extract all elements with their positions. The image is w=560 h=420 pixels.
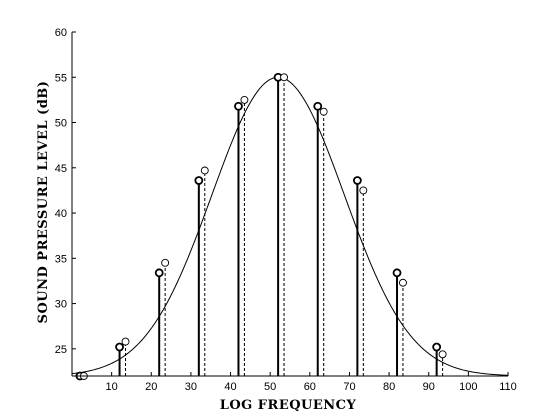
bold-circle-marker bbox=[352, 176, 362, 185]
x-tick-label: 110 bbox=[499, 381, 517, 393]
x-tick-label: 90 bbox=[423, 381, 435, 393]
bold-circle-marker bbox=[313, 101, 323, 111]
y-axis-label: SOUND PRESSURE LEVEL (dB) bbox=[36, 81, 51, 324]
open-circle-marker bbox=[200, 166, 209, 175]
x-tick-label: 30 bbox=[185, 381, 197, 393]
y-tick-label: 25 bbox=[55, 344, 67, 356]
open-circle-marker bbox=[438, 350, 447, 359]
x-axis-label: LOG FREQUENCY bbox=[220, 398, 357, 413]
y-tick-label: 40 bbox=[55, 208, 67, 220]
bold-circle-marker bbox=[194, 176, 204, 185]
open-circle-marker bbox=[240, 95, 249, 104]
open-circle-marker bbox=[319, 107, 328, 116]
x-tick-label: 70 bbox=[343, 381, 355, 393]
x-tick-label: 40 bbox=[224, 381, 236, 393]
y-tick-label: 35 bbox=[55, 253, 67, 265]
curve-layer bbox=[71, 76, 509, 376]
open-circle-marker bbox=[121, 337, 130, 346]
x-tick-label: 10 bbox=[106, 381, 118, 393]
bold-circle-marker bbox=[432, 342, 442, 352]
bold-circle-marker bbox=[392, 268, 402, 278]
x-tick-label: 100 bbox=[459, 381, 477, 393]
open-circle-marker bbox=[280, 73, 289, 82]
y-tick-label: 55 bbox=[55, 72, 67, 84]
axes-layer: 10 20 30 40 50 60 70 80 90 100 110 25 30 35 40 45 50 55 60 bbox=[55, 27, 517, 393]
open-circle-marker bbox=[399, 278, 407, 287]
x-tick-label: 60 bbox=[304, 381, 316, 393]
x-tick-label: 80 bbox=[383, 381, 395, 393]
y-tick-label: 45 bbox=[55, 163, 67, 175]
open-circle-marker bbox=[359, 186, 368, 195]
bell-curve-line bbox=[71, 76, 509, 376]
bold-circle-marker bbox=[115, 342, 124, 352]
y-tick-label: 30 bbox=[55, 299, 67, 311]
stems-layer bbox=[118, 77, 444, 376]
x-tick-label: 50 bbox=[264, 381, 276, 393]
markers-layer bbox=[75, 72, 447, 381]
open-circle-marker bbox=[161, 258, 170, 267]
bold-circle-marker bbox=[154, 268, 164, 278]
bold-circle-marker bbox=[234, 101, 243, 111]
x-tick-label: 20 bbox=[145, 381, 157, 393]
y-tick-label: 60 bbox=[55, 27, 67, 39]
y-tick-label: 50 bbox=[55, 118, 67, 130]
